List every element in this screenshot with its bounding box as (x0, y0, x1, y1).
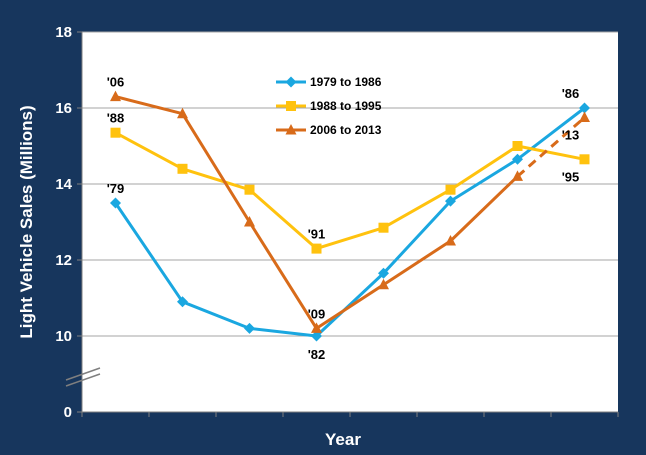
data-point (378, 267, 389, 279)
y-tick-label: 0 (64, 404, 72, 421)
point-annotation: '95 (562, 169, 580, 184)
axis-break-icon (65, 367, 101, 387)
legend-label: 2006 to 2013 (310, 123, 382, 137)
data-point (110, 127, 121, 138)
data-point (311, 330, 322, 342)
y-tick-label: 10 (55, 328, 72, 345)
data-point (579, 111, 590, 122)
data-point (378, 278, 389, 290)
data-point (579, 102, 590, 114)
data-point (579, 154, 590, 165)
series-markers (110, 90, 590, 342)
data-point (110, 90, 121, 102)
y-tick-label: 18 (55, 24, 72, 41)
legend-marker (286, 101, 296, 111)
plot-area (82, 32, 618, 412)
point-annotation: '13 (562, 128, 580, 143)
data-point (244, 184, 255, 195)
data-point (110, 197, 121, 209)
data-point (512, 170, 523, 181)
legend-label: 1988 to 1995 (310, 99, 382, 113)
point-annotation: '06 (107, 75, 125, 90)
point-annotation: '91 (308, 227, 326, 242)
data-point (244, 216, 255, 227)
axis-break-line (65, 367, 101, 381)
legend: 1979 to 1986 1988 to 1995 2006 to 2013 (276, 75, 382, 137)
data-point (311, 243, 322, 254)
point-annotation: '88 (107, 111, 125, 126)
data-point (177, 163, 188, 174)
data-point (244, 322, 255, 334)
series-line (114, 106, 586, 338)
data-point (445, 184, 456, 195)
y-tick-label: 12 (55, 252, 72, 269)
point-annotation: '82 (308, 347, 326, 362)
point-annotation: '09 (308, 306, 326, 321)
x-axis-title: Year (325, 430, 361, 449)
legend-marker (285, 124, 297, 135)
y-tick-label: 16 (55, 100, 72, 117)
legend-marker (285, 76, 297, 88)
point-annotation: '86 (562, 86, 580, 101)
legend-label: 1979 to 1986 (310, 75, 382, 89)
data-point (512, 153, 523, 165)
data-point (445, 195, 456, 207)
point-annotation: '79 (107, 181, 125, 196)
axes (77, 31, 619, 417)
series-line (114, 131, 585, 251)
y-tick-labels: 0 10 12 14 16 18 (55, 24, 72, 421)
data-point (378, 222, 389, 233)
y-axis-title: Light Vehicle Sales (Millions) (17, 105, 36, 338)
data-point (445, 235, 456, 246)
data-point (311, 322, 322, 333)
data-point (512, 141, 523, 151)
axis-break-line (65, 373, 101, 387)
gridlines (82, 31, 618, 337)
point-annotations: '06 '88 '79 '91 '09 '82 '86 '13 '95 (107, 75, 580, 362)
data-point (177, 107, 188, 119)
y-tick-label: 14 (55, 176, 72, 193)
data-point (177, 296, 188, 308)
